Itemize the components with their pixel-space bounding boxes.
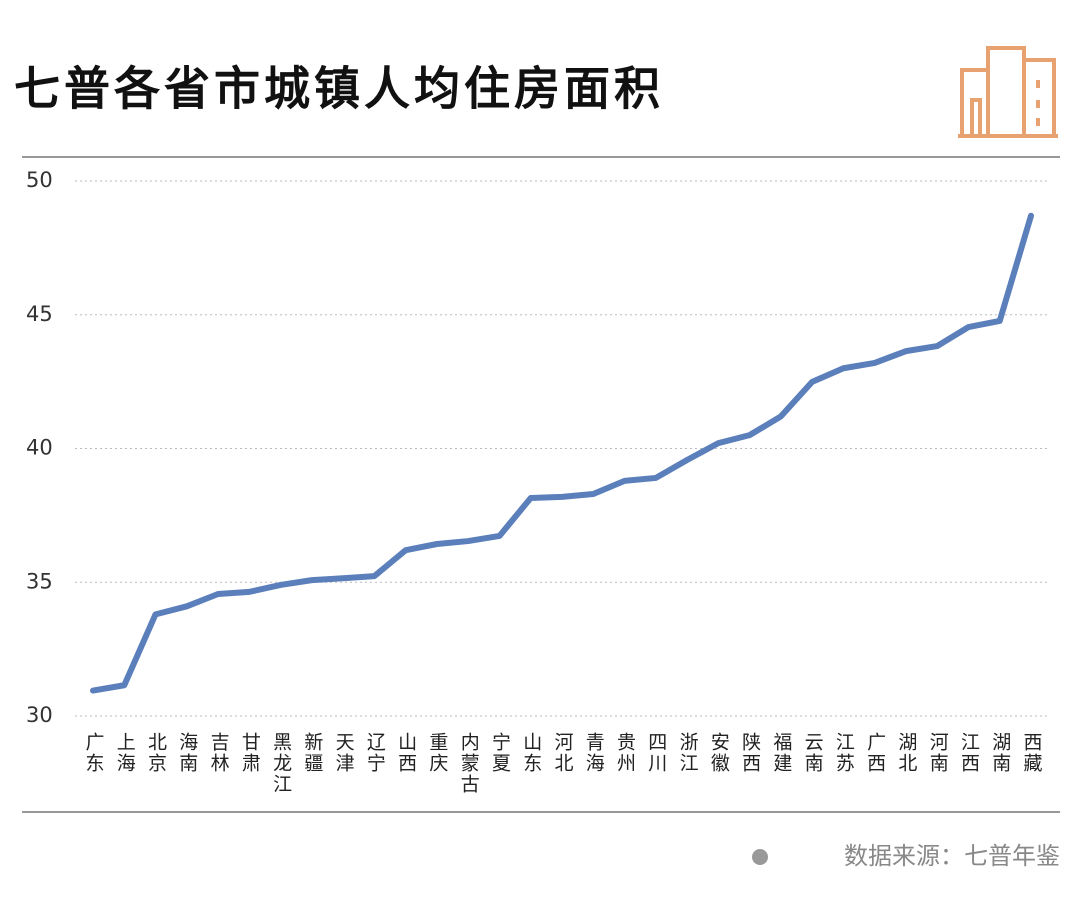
x-tick-label: 吉林 (208, 732, 230, 774)
x-tick-label: 天津 (333, 732, 355, 774)
x-tick-label: 北京 (145, 732, 167, 774)
x-tick-label: 内蒙古 (458, 732, 480, 795)
y-tick-label: 40 (26, 436, 53, 460)
x-tick-label: 辽宁 (364, 732, 386, 774)
x-tick-label: 青海 (583, 732, 605, 774)
x-tick-label: 河南 (927, 732, 949, 774)
source: 数据来源：七普年鉴 (844, 842, 1060, 870)
x-tick-label: 安徽 (708, 732, 730, 774)
x-tick-label: 海南 (176, 732, 198, 774)
x-tick-label: 广东 (83, 732, 105, 774)
source-dot (752, 849, 768, 865)
y-tick-label: 30 (26, 703, 53, 727)
x-tick-label: 江苏 (833, 732, 855, 774)
x-tick-label: 广西 (864, 732, 886, 774)
x-tick-label: 浙江 (677, 732, 699, 774)
x-tick-label: 甘肃 (239, 732, 261, 774)
x-tick-label: 贵州 (614, 732, 636, 774)
x-tick-label: 宁夏 (489, 732, 511, 774)
chart-title: 七普各省市城镇人均住房面积 (14, 62, 664, 116)
y-tick-label: 50 (26, 168, 53, 192)
x-tick-label: 山东 (520, 732, 542, 774)
x-tick-label: 云南 (802, 732, 824, 774)
x-tick-label: 四川 (645, 732, 667, 774)
x-tick-label: 江西 (958, 732, 980, 774)
x-tick-label: 湖南 (989, 732, 1011, 774)
x-tick-label: 上海 (114, 732, 136, 774)
line (90, 212, 1034, 694)
x-tick-label: 陕西 (739, 732, 761, 774)
x-tick-label: 山西 (395, 732, 417, 774)
x-tick-label: 新疆 (301, 732, 323, 774)
x-tick-label: 黑龙江 (270, 732, 292, 795)
y-tick-label: 45 (26, 302, 53, 326)
x-tick-label: 重庆 (426, 732, 448, 774)
x-tick-label: 湖北 (895, 732, 917, 774)
x-tick-label: 福建 (770, 732, 792, 774)
building-icon (958, 46, 1058, 138)
x-tick-label: 河北 (552, 732, 574, 774)
y-tick-label: 35 (26, 569, 53, 593)
x-tick-label: 西藏 (1021, 732, 1043, 774)
